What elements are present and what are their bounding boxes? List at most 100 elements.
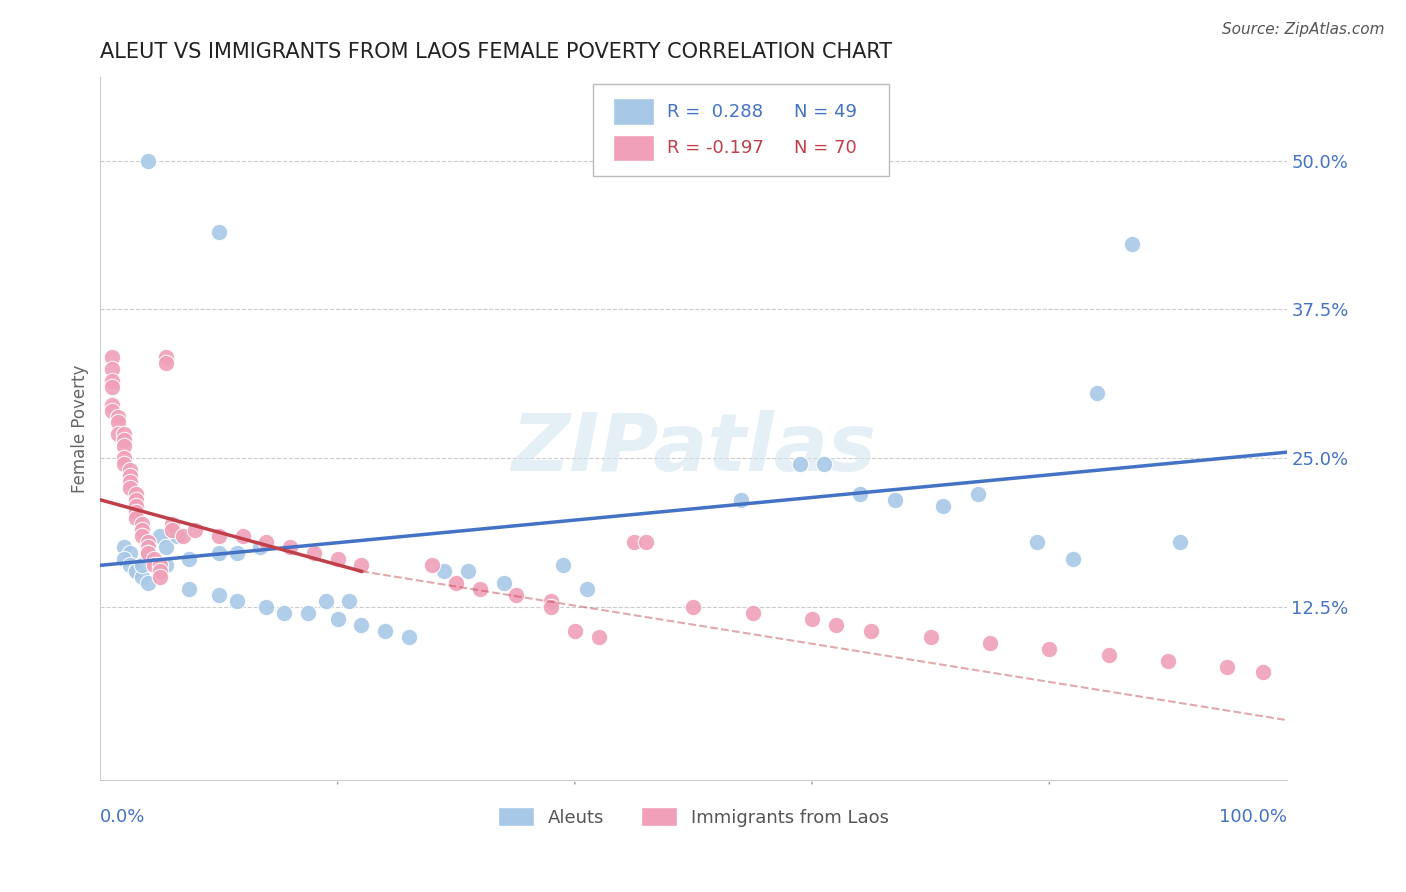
FancyBboxPatch shape (613, 98, 654, 125)
Point (540, 594, 562, 608)
Text: R =  0.288: R = 0.288 (668, 103, 763, 120)
Point (967, 487, 990, 501)
Point (225, 594, 247, 608)
Point (326, 612, 349, 626)
Point (101, 398, 124, 412)
Point (920, 630, 942, 644)
Point (131, 558, 153, 573)
Point (1157, 654, 1180, 668)
Point (801, 612, 824, 626)
Point (118, 463, 141, 477)
Point (208, 546, 231, 560)
Point (118, 546, 141, 560)
Point (623, 534, 645, 549)
Point (232, 528, 254, 542)
Point (125, 487, 148, 501)
Point (457, 564, 479, 578)
Point (884, 492, 907, 507)
Point (149, 564, 172, 578)
Point (136, 153, 159, 168)
Point (315, 594, 337, 608)
Point (166, 528, 188, 542)
Point (634, 534, 657, 549)
Point (1085, 385, 1108, 400)
Point (339, 594, 361, 608)
Point (444, 576, 467, 591)
Point (682, 599, 704, 614)
Point (125, 510, 148, 524)
Point (107, 416, 129, 430)
Point (278, 541, 301, 555)
Point (112, 434, 135, 448)
Text: 0.0%: 0.0% (100, 808, 146, 826)
Point (142, 558, 165, 573)
Point (540, 599, 562, 614)
Point (118, 558, 141, 573)
Point (155, 356, 177, 370)
Point (326, 552, 349, 566)
Text: ZIPatlas: ZIPatlas (510, 410, 876, 489)
Point (551, 558, 574, 573)
Point (112, 541, 135, 555)
Text: N = 49: N = 49 (794, 103, 858, 120)
Text: ALEUT VS IMMIGRANTS FROM LAOS FEMALE POVERTY CORRELATION CHART: ALEUT VS IMMIGRANTS FROM LAOS FEMALE POV… (100, 42, 893, 62)
Point (179, 552, 201, 566)
Point (1216, 659, 1239, 673)
Point (125, 499, 148, 513)
Point (302, 546, 325, 560)
Point (730, 492, 752, 507)
Point (350, 558, 373, 573)
Point (931, 499, 953, 513)
Point (184, 523, 207, 537)
Point (492, 576, 515, 591)
Point (741, 606, 763, 620)
Point (1098, 648, 1121, 662)
Point (398, 630, 420, 644)
Point (789, 457, 811, 471)
Text: 100.0%: 100.0% (1219, 808, 1286, 826)
Point (824, 617, 846, 632)
Point (101, 362, 124, 376)
Point (101, 350, 124, 364)
Point (172, 528, 194, 542)
Text: R = -0.197: R = -0.197 (668, 139, 765, 157)
Point (125, 505, 148, 519)
Point (208, 225, 231, 239)
Point (149, 570, 172, 584)
Point (1062, 552, 1084, 566)
Point (118, 475, 141, 489)
Point (160, 516, 183, 531)
Point (149, 528, 172, 542)
Point (575, 582, 598, 596)
Point (136, 576, 159, 591)
Text: N = 70: N = 70 (794, 139, 858, 157)
Point (112, 552, 135, 566)
Point (254, 534, 277, 549)
Point (273, 606, 295, 620)
Point (374, 624, 396, 638)
Point (505, 588, 527, 602)
Text: Source: ZipAtlas.com: Source: ZipAtlas.com (1222, 22, 1385, 37)
Point (249, 541, 271, 555)
Point (125, 564, 148, 578)
Y-axis label: Female Poverty: Female Poverty (72, 364, 89, 492)
Point (112, 451, 135, 466)
Point (136, 546, 159, 560)
Point (142, 552, 165, 566)
Point (155, 350, 177, 364)
Point (125, 564, 148, 578)
Point (254, 599, 277, 614)
Point (112, 427, 135, 442)
Point (131, 528, 153, 542)
Point (136, 534, 159, 549)
Legend: Aleuts, Immigrants from Laos: Aleuts, Immigrants from Laos (491, 800, 897, 834)
Point (160, 523, 183, 537)
FancyBboxPatch shape (593, 84, 889, 176)
Point (101, 374, 124, 388)
Point (118, 481, 141, 495)
Point (1168, 534, 1191, 549)
Point (588, 630, 610, 644)
Point (149, 558, 172, 573)
Point (1251, 665, 1274, 680)
Point (813, 457, 835, 471)
